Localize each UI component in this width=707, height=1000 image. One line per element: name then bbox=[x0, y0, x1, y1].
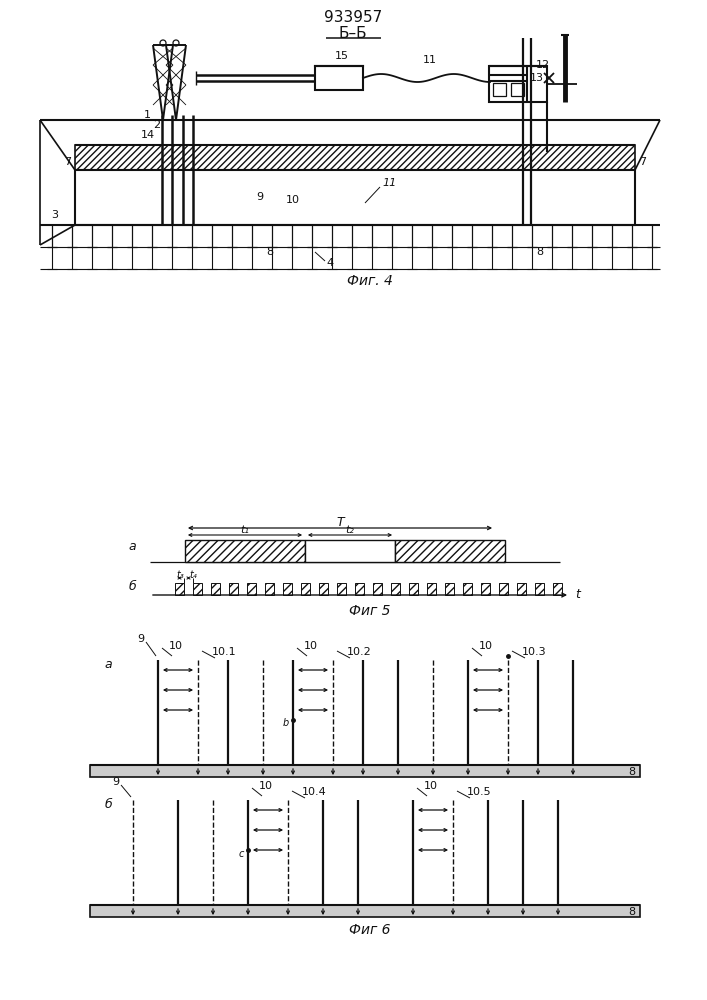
Text: 10: 10 bbox=[259, 781, 273, 791]
Text: 9: 9 bbox=[137, 634, 144, 644]
Text: 10.4: 10.4 bbox=[302, 787, 327, 797]
Text: c: c bbox=[238, 849, 244, 859]
Text: 10: 10 bbox=[304, 641, 318, 651]
Bar bbox=[305, 540, 395, 562]
Text: 11: 11 bbox=[423, 55, 437, 65]
Text: 9: 9 bbox=[112, 777, 119, 787]
Text: 7: 7 bbox=[64, 157, 71, 167]
Bar bbox=[75, 145, 635, 170]
Bar bbox=[75, 170, 635, 225]
Text: t₁: t₁ bbox=[240, 525, 250, 535]
Text: 1: 1 bbox=[144, 110, 151, 120]
Text: Б–Б: Б–Б bbox=[339, 25, 368, 40]
Bar bbox=[489, 66, 547, 102]
Text: 8: 8 bbox=[267, 247, 274, 257]
Text: 10.5: 10.5 bbox=[467, 787, 491, 797]
Bar bbox=[175, 583, 184, 595]
Text: 7: 7 bbox=[639, 157, 647, 167]
Bar bbox=[373, 583, 382, 595]
Bar bbox=[463, 583, 472, 595]
Bar bbox=[517, 583, 526, 595]
Text: 8: 8 bbox=[629, 767, 636, 777]
Text: 8: 8 bbox=[537, 247, 544, 257]
Bar bbox=[319, 583, 328, 595]
Text: 11: 11 bbox=[383, 178, 397, 188]
Bar bbox=[265, 583, 274, 595]
Bar bbox=[409, 583, 418, 595]
Text: 10.1: 10.1 bbox=[211, 647, 236, 657]
Bar bbox=[193, 583, 202, 595]
Bar bbox=[445, 583, 454, 595]
Text: b: b bbox=[283, 718, 289, 728]
Bar bbox=[499, 583, 508, 595]
Text: 15: 15 bbox=[335, 51, 349, 61]
Text: a: a bbox=[104, 658, 112, 672]
Text: б: б bbox=[128, 580, 136, 593]
Text: 4: 4 bbox=[327, 258, 334, 268]
Text: 10: 10 bbox=[286, 195, 300, 205]
Bar bbox=[90, 905, 640, 917]
Bar bbox=[90, 765, 640, 777]
Bar bbox=[247, 583, 256, 595]
Bar bbox=[481, 583, 490, 595]
Text: 12: 12 bbox=[536, 60, 550, 70]
Text: t₂: t₂ bbox=[346, 525, 354, 535]
Text: б: б bbox=[104, 798, 112, 812]
Bar bbox=[511, 83, 524, 96]
Text: 933957: 933957 bbox=[324, 10, 382, 25]
Text: 8: 8 bbox=[629, 907, 636, 917]
Text: a: a bbox=[128, 540, 136, 554]
Bar bbox=[283, 583, 292, 595]
Bar bbox=[211, 583, 220, 595]
Text: 10: 10 bbox=[424, 781, 438, 791]
Bar bbox=[185, 540, 305, 562]
Bar bbox=[337, 583, 346, 595]
Text: T: T bbox=[337, 516, 344, 530]
Text: 13: 13 bbox=[530, 73, 544, 83]
Text: t₄: t₄ bbox=[189, 570, 197, 580]
Bar bbox=[535, 583, 544, 595]
Text: Фиг. 4: Фиг. 4 bbox=[347, 274, 393, 288]
Text: 3: 3 bbox=[52, 210, 59, 220]
Bar bbox=[355, 583, 364, 595]
Bar bbox=[301, 583, 310, 595]
Bar bbox=[229, 583, 238, 595]
Text: Фиг 6: Фиг 6 bbox=[349, 923, 391, 937]
Bar bbox=[391, 583, 400, 595]
Bar bbox=[427, 583, 436, 595]
Bar bbox=[395, 540, 505, 562]
Text: 14: 14 bbox=[141, 130, 155, 140]
Bar bbox=[315, 66, 363, 90]
Text: 10.3: 10.3 bbox=[522, 647, 547, 657]
Text: 2: 2 bbox=[153, 120, 160, 130]
Text: Фиг 5: Фиг 5 bbox=[349, 604, 391, 618]
Text: 9: 9 bbox=[257, 192, 264, 202]
Bar bbox=[493, 83, 506, 96]
Text: 10: 10 bbox=[479, 641, 493, 651]
Text: 10: 10 bbox=[169, 641, 183, 651]
Bar bbox=[553, 583, 562, 595]
Text: t: t bbox=[575, 588, 580, 601]
Text: 10.2: 10.2 bbox=[346, 647, 371, 657]
Text: t₃: t₃ bbox=[176, 570, 184, 580]
